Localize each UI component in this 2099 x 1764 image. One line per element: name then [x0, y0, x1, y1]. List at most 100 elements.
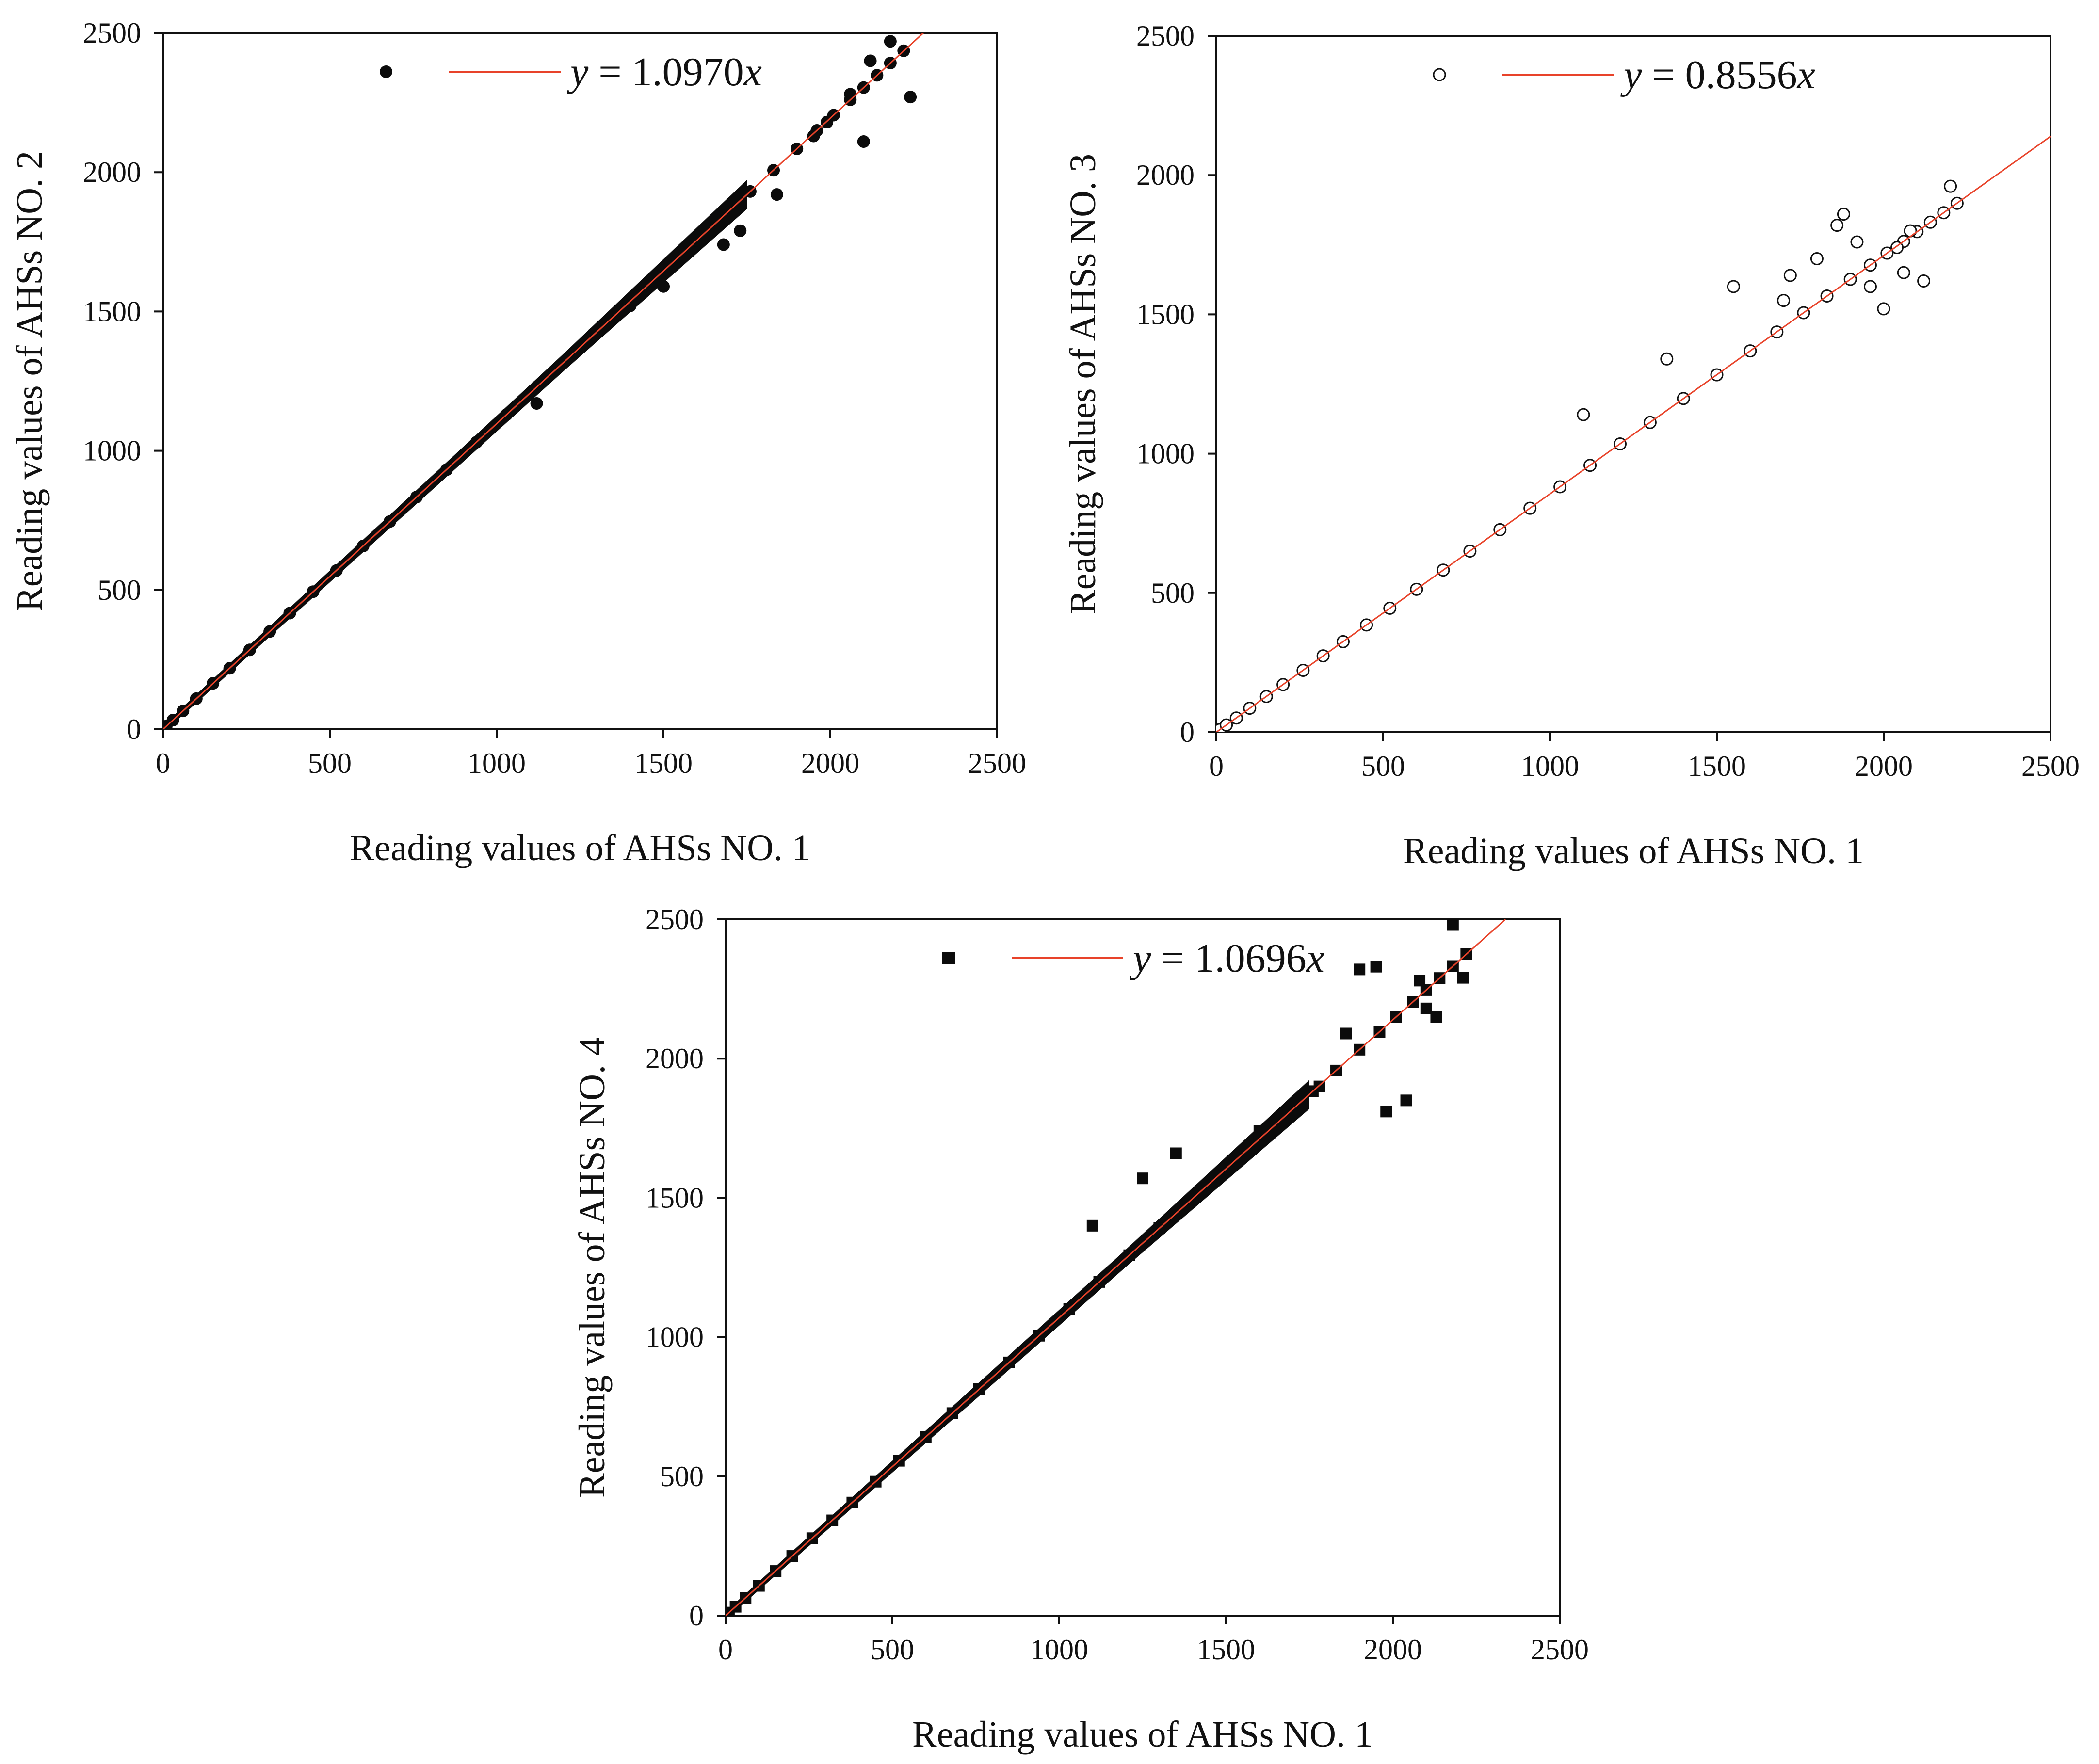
plot-frame: [1215, 35, 2051, 733]
x-tick-label: 1500: [1197, 1634, 1255, 1666]
legend-x: x: [1306, 936, 1324, 981]
data-point: [717, 238, 730, 251]
x-tick-label: 500: [1361, 750, 1405, 782]
legend-eq: = 1.0970: [588, 49, 743, 95]
x-tick-label: 500: [871, 1634, 914, 1666]
y-tick-label: 500: [1151, 577, 1195, 609]
x-tick-label: 1000: [468, 747, 526, 779]
x-tick-label: 0: [1209, 750, 1224, 782]
x-axis-label: Reading values of AHSs NO. 1: [350, 828, 810, 868]
data-point: [1447, 919, 1459, 931]
legend-x: x: [1796, 52, 1815, 97]
data-point: [857, 135, 870, 148]
plot-area: [1216, 136, 2051, 732]
data-point: [657, 280, 670, 293]
y-tick-label: 2500: [1136, 20, 1195, 52]
y-tick-label: 2500: [83, 17, 141, 49]
data-point: [530, 397, 543, 410]
data-point: [1727, 280, 1740, 293]
data-point: [807, 129, 820, 143]
data-point: [844, 88, 857, 101]
x-tick-label: 2500: [1531, 1634, 1589, 1666]
legend-marker: [380, 65, 392, 78]
y-tick-label: 1000: [83, 435, 141, 467]
data-point: [1944, 179, 1957, 193]
data-point: [1370, 961, 1382, 973]
data-point: [1917, 274, 1931, 288]
data-point: [1170, 1147, 1182, 1159]
y-tick-label: 2000: [83, 156, 141, 188]
plot-frame: [725, 918, 1561, 1617]
data-point: [1863, 280, 1877, 293]
x-tick-label: 2000: [801, 747, 859, 779]
y-tick-label: 0: [127, 713, 141, 745]
fit-line: [163, 33, 924, 729]
y-tick-label: 2000: [1136, 159, 1195, 191]
data-point: [1783, 269, 1797, 282]
x-tick-label: 2500: [968, 747, 1026, 779]
y-tick-label: 1000: [1136, 438, 1195, 470]
y-axis-label: Reading values of AHSs NO. 4: [572, 1037, 613, 1498]
y-tick-label: 2000: [646, 1042, 704, 1074]
data-point: [1904, 224, 1917, 238]
data-point: [1777, 294, 1791, 307]
panel-a: 0 500 1000 1500 2000 2500 0 500 1000 1500 2000 2500…: [9, 17, 1026, 868]
x-tick-label: 2000: [1364, 1634, 1422, 1666]
data-point: [1137, 1172, 1148, 1185]
x-tick-label: 2500: [2021, 750, 2080, 782]
x-tick-label: 0: [156, 747, 170, 779]
data-point: [1086, 1219, 1098, 1232]
data-point: [1457, 972, 1469, 984]
x-tick-label: 0: [718, 1634, 733, 1666]
x-tick-label: 1000: [1521, 750, 1579, 782]
y-axis-label: Reading values of AHSs NO. 3: [1063, 154, 1103, 614]
plot-area: [726, 919, 1506, 1616]
legend-y: y: [1129, 936, 1151, 981]
data-point: [770, 188, 783, 201]
legend-eq: = 0.8556: [1642, 52, 1797, 97]
data-point: [1414, 975, 1426, 987]
legend-eq: = 1.0696: [1151, 936, 1306, 981]
y-tick-label: 500: [97, 574, 141, 606]
x-tick-label: 1500: [634, 747, 693, 779]
data-point: [1430, 1011, 1442, 1023]
legend-marker: [942, 952, 955, 964]
x-axis-label: Reading values of AHSs NO. 1: [912, 1714, 1373, 1755]
x-tick-label: 1500: [1688, 750, 1746, 782]
data-point: [904, 91, 917, 104]
data-point: [587, 327, 600, 340]
y-tick-label: 1500: [646, 1182, 704, 1214]
plot-frame: [162, 32, 998, 730]
y-tick-label: 1000: [646, 1321, 704, 1353]
data-point: [1660, 352, 1674, 366]
y-tick-label: 1500: [83, 295, 141, 327]
data-point: [1897, 266, 1910, 279]
data-point: [1340, 1027, 1352, 1040]
x-axis-label: Reading values of AHSs NO. 1: [1403, 831, 1864, 871]
data-point: [624, 299, 637, 312]
data-point: [1830, 219, 1844, 232]
legend-label: y = 0.8556x: [1620, 52, 1815, 97]
legend-marker: [1433, 68, 1446, 81]
data-point: [1850, 235, 1864, 249]
y-tick-label: 500: [660, 1460, 704, 1492]
legend-label: y = 1.0696x: [1129, 936, 1324, 981]
x-tick-label: 1000: [1030, 1634, 1088, 1666]
legend-y: y: [1620, 52, 1642, 97]
panel-c: 0 500 1000 1500 2000 2500 0 500 1000 1500 2000 2500…: [572, 903, 1589, 1755]
data-point: [1354, 963, 1366, 976]
legend-x: x: [743, 49, 762, 95]
data-point: [1420, 1002, 1432, 1014]
y-tick-label: 2500: [646, 903, 704, 935]
fit-line: [726, 919, 1506, 1616]
x-tick-label: 500: [308, 747, 352, 779]
data-point: [734, 224, 747, 237]
y-tick-label: 1500: [1136, 298, 1195, 330]
data-point: [864, 54, 877, 67]
data-point: [1837, 208, 1850, 221]
x-tick-label: 2000: [1855, 750, 1913, 782]
data-point: [1400, 1094, 1412, 1107]
y-tick-label: 0: [1180, 716, 1195, 748]
plot-area: [163, 33, 924, 729]
